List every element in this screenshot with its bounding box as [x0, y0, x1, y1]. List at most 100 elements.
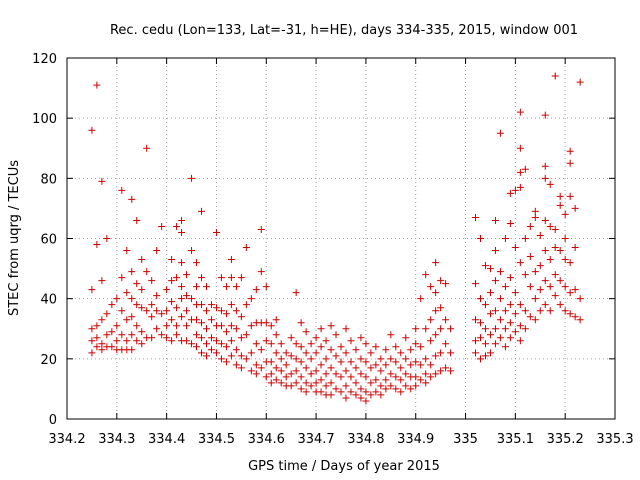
- data-point: [402, 355, 410, 363]
- data-point: [546, 222, 554, 230]
- data-point: [412, 340, 420, 348]
- data-point: [417, 295, 425, 303]
- data-point: [257, 346, 265, 354]
- data-point: [287, 370, 295, 378]
- data-point: [382, 346, 390, 354]
- data-point: [566, 192, 574, 200]
- data-point: [148, 334, 156, 342]
- data-point: [516, 337, 524, 345]
- data-point: [556, 247, 564, 255]
- y-tick-label: 20: [40, 353, 57, 368]
- data-point: [198, 274, 206, 282]
- data-point: [317, 388, 325, 396]
- data-point: [163, 334, 171, 342]
- data-point: [566, 289, 574, 297]
- data-point: [98, 316, 106, 324]
- data-point: [193, 331, 201, 339]
- data-point: [153, 292, 161, 300]
- data-point: [292, 367, 300, 375]
- data-point: [357, 385, 365, 393]
- data-point: [367, 379, 375, 387]
- data-point: [486, 331, 494, 339]
- data-point: [232, 325, 240, 333]
- data-point: [427, 361, 435, 369]
- data-point: [188, 174, 196, 182]
- data-point: [262, 319, 270, 327]
- data-point: [442, 364, 450, 372]
- data-point: [496, 129, 504, 137]
- data-point: [252, 370, 260, 378]
- x-tick-label: 334.2: [48, 432, 85, 447]
- data-point: [556, 277, 564, 285]
- data-point: [148, 301, 156, 309]
- data-point: [382, 385, 390, 393]
- data-point: [108, 328, 116, 336]
- data-point: [227, 322, 235, 330]
- data-point: [516, 301, 524, 309]
- data-point: [202, 307, 210, 315]
- data-point: [173, 322, 181, 330]
- data-point: [103, 331, 111, 339]
- data-point: [501, 235, 509, 242]
- data-point: [362, 340, 370, 348]
- data-point: [193, 283, 201, 291]
- data-point: [352, 391, 360, 399]
- data-point: [297, 373, 305, 381]
- data-point: [432, 259, 440, 267]
- data-point: [252, 340, 260, 348]
- data-point: [442, 340, 450, 348]
- data-point: [561, 307, 569, 315]
- data-point: [252, 286, 260, 294]
- data-point: [367, 391, 375, 399]
- data-point: [118, 331, 126, 339]
- data-point: [247, 295, 255, 303]
- data-point: [287, 352, 295, 360]
- data-point: [412, 325, 420, 333]
- data-point: [88, 286, 96, 294]
- data-point: [337, 373, 345, 381]
- data-point: [217, 322, 225, 330]
- data-point: [511, 244, 519, 252]
- data-point: [327, 364, 335, 372]
- data-point: [193, 259, 201, 267]
- data-point: [481, 301, 489, 309]
- data-point: [551, 225, 559, 233]
- data-point: [183, 337, 191, 345]
- y-tick-label: 40: [40, 293, 57, 308]
- data-point: [198, 319, 206, 327]
- data-point: [407, 361, 415, 369]
- data-point: [372, 343, 380, 351]
- data-point: [302, 364, 310, 372]
- data-point: [506, 301, 514, 309]
- data-point: [317, 343, 325, 351]
- data-point: [163, 307, 171, 315]
- data-point: [93, 343, 101, 351]
- data-point: [556, 201, 564, 209]
- data-point: [402, 382, 410, 390]
- y-tick-label: 100: [32, 112, 57, 127]
- x-tick-label: 334.4: [148, 432, 185, 447]
- data-point: [138, 286, 146, 294]
- data-point: [511, 328, 519, 336]
- data-point: [496, 268, 504, 276]
- data-point: [516, 183, 524, 191]
- data-point: [546, 256, 554, 264]
- data-point: [227, 274, 235, 282]
- data-point: [377, 355, 385, 363]
- data-point: [472, 280, 480, 288]
- data-point: [153, 307, 161, 315]
- data-point: [501, 307, 509, 315]
- data-point: [307, 355, 315, 363]
- data-point: [342, 325, 350, 333]
- data-point: [183, 271, 191, 279]
- data-point: [377, 391, 385, 399]
- data-point: [173, 331, 181, 339]
- data-point: [257, 268, 265, 276]
- data-point: [267, 379, 275, 387]
- data-point: [571, 313, 579, 321]
- data-point: [158, 222, 166, 230]
- data-point: [531, 316, 539, 324]
- data-point: [222, 328, 230, 336]
- data-point: [307, 382, 315, 390]
- data-point: [183, 292, 191, 300]
